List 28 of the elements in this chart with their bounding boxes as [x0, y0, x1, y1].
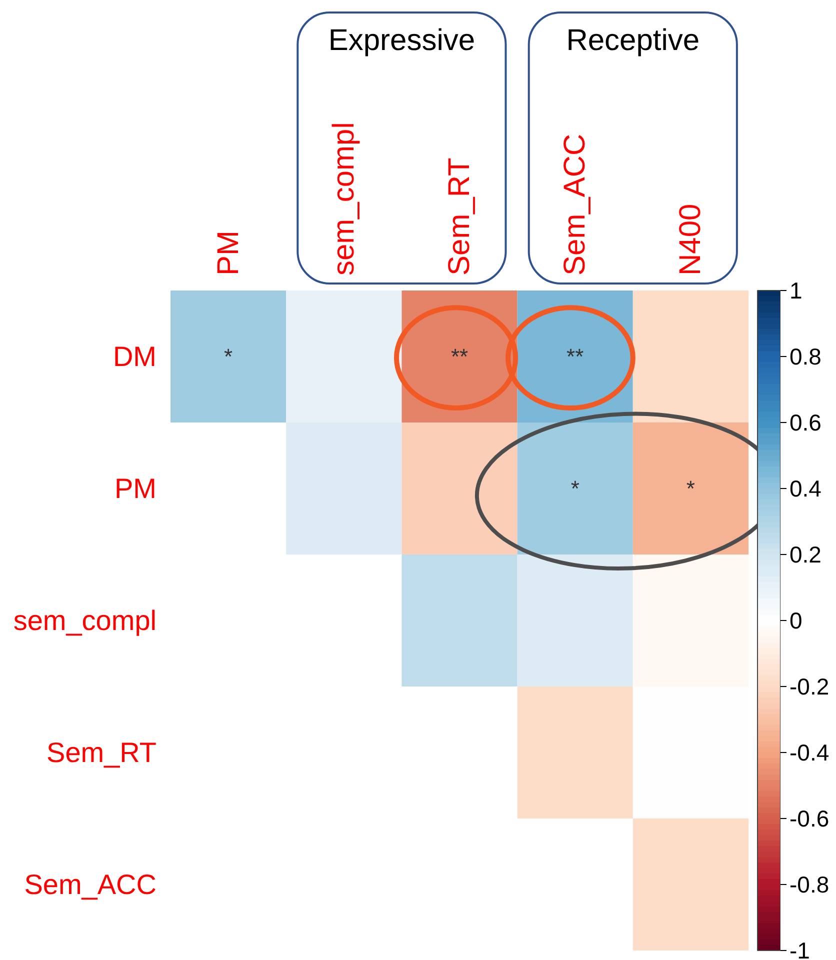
color-bar-label: -0.8 — [790, 872, 830, 898]
color-bar-label: -0.4 — [790, 740, 830, 766]
color-bar-label: -0.2 — [790, 674, 830, 700]
data-label: ** — [450, 344, 468, 369]
y-tick-label: sem_compl — [13, 605, 157, 636]
color-bar-label: 0.4 — [790, 476, 822, 502]
x-tick-label: sem_compl — [327, 122, 360, 276]
color-bar-label: -1 — [790, 938, 810, 960]
color-bar-label: 0 — [790, 608, 802, 634]
y-tick-label: DM — [112, 341, 156, 372]
x-tick-label: Sem_RT — [443, 158, 476, 276]
data-label: * — [686, 476, 696, 501]
data-label: * — [224, 344, 234, 369]
color-bar-label: -0.6 — [790, 806, 830, 832]
color-bar-label: 0.8 — [790, 344, 822, 370]
y-tick-label: PM — [114, 473, 156, 504]
text: Expressive — [328, 24, 476, 57]
text: Receptive — [566, 24, 700, 57]
y-tick-label: Sem_RT — [46, 737, 157, 768]
x-tick-label: N400 — [674, 204, 708, 276]
color-bar-label: 0.6 — [790, 410, 822, 436]
color-bar-label: 1 — [790, 278, 802, 304]
color-bar-label: 0.2 — [790, 542, 822, 568]
x-tick-label: Sem_ACC — [558, 134, 592, 276]
x-tick-label: PM — [212, 230, 245, 276]
y-tick-label: Sem_ACC — [24, 869, 157, 900]
data-label: ** — [566, 344, 584, 369]
data-label: * — [570, 476, 580, 501]
